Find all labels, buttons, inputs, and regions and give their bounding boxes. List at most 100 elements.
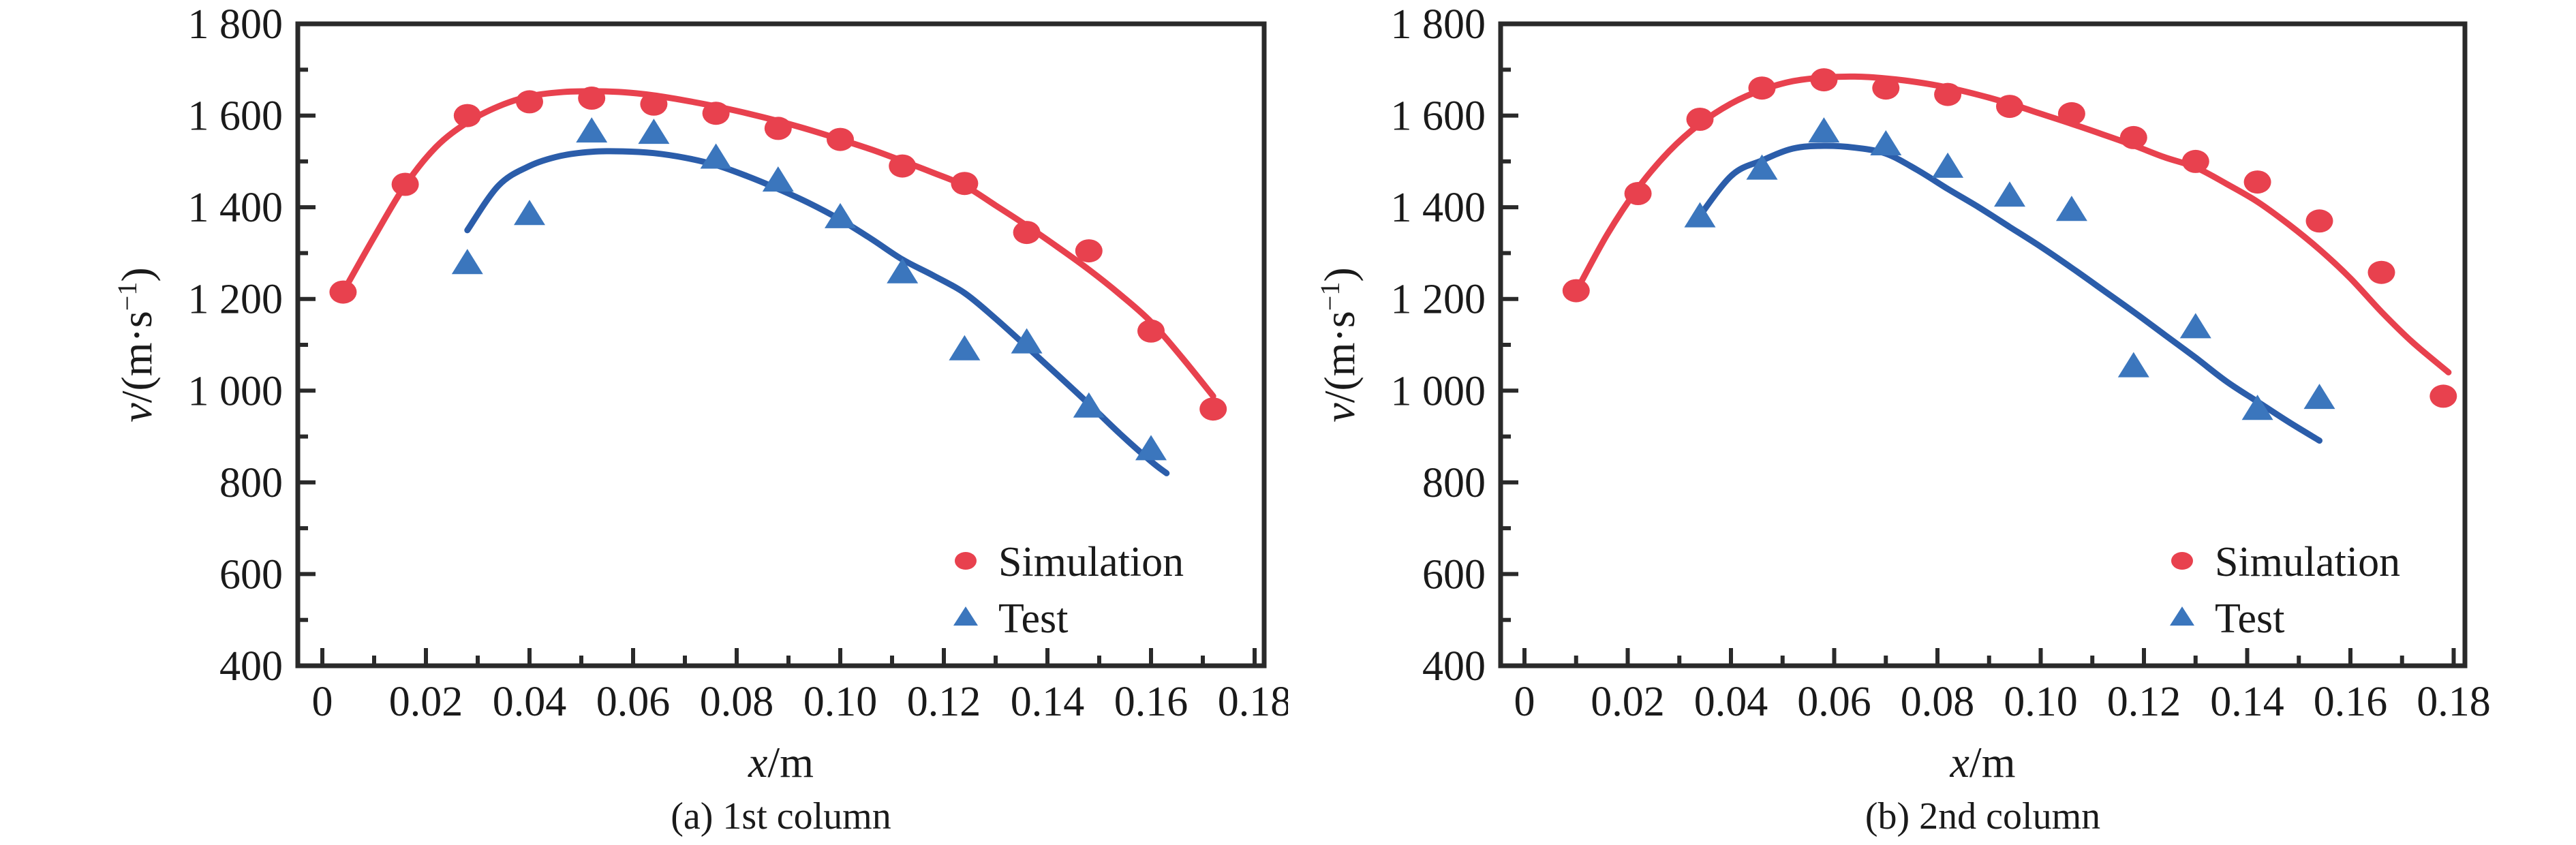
- x-axis-label: x/m: [1950, 738, 2016, 786]
- x-tick-label: 0.06: [1797, 679, 1871, 725]
- test-fit-curve: [1691, 142, 2322, 444]
- y-tick-label: 1 600: [1391, 93, 1486, 140]
- test-point: [700, 143, 732, 169]
- test-point: [1994, 181, 2025, 207]
- simulation-point: [1686, 108, 1714, 131]
- test-point: [887, 258, 919, 283]
- y-tick-label: 800: [1422, 460, 1486, 506]
- test-point: [1135, 435, 1167, 461]
- test-point: [514, 200, 545, 226]
- simulation-point: [1748, 76, 1776, 100]
- simulation-point: [1810, 68, 1838, 92]
- test-point: [1684, 202, 1716, 228]
- legend-simulation-label: Simulation: [2215, 539, 2400, 585]
- test-point: [1746, 154, 1778, 180]
- test-point: [638, 119, 670, 144]
- test-point: [576, 117, 608, 143]
- simulation-point: [1075, 239, 1103, 263]
- x-tick-label: 0.02: [389, 679, 463, 725]
- simulation-point: [2119, 125, 2147, 149]
- y-tick-label: 800: [219, 460, 283, 506]
- test-point: [2117, 352, 2149, 378]
- simulation-point: [2181, 149, 2209, 173]
- y-tick-label: 1 200: [188, 277, 283, 323]
- legend-simulation-marker-icon: [955, 552, 977, 570]
- tick-labels: 0 0.02 0.04 0.06 0.08 0.10 0.12 0.14 0.16 0.18 400…: [188, 1, 1289, 725]
- x-tick-label: 0.12: [907, 679, 981, 725]
- legend-test-label: Test: [2215, 596, 2284, 642]
- axes: [1498, 21, 2468, 669]
- x-tick-label: 0.10: [2004, 679, 2078, 725]
- caption-second-column: (b) 2nd column: [1865, 795, 2101, 838]
- simulation-point: [329, 280, 357, 304]
- x-axis-label: x/m: [748, 738, 814, 786]
- test-point: [2241, 395, 2273, 420]
- simulation-point: [951, 172, 979, 196]
- chart-svg-second-column: 0 0.02 0.04 0.06 0.08 0.10 0.12 0.14 0.16 0.18 400…: [1315, 1, 2491, 786]
- x-tick-label: 0.08: [1901, 679, 1975, 725]
- x-tick-label: 0.16: [1114, 679, 1189, 725]
- y-tick-label: 600: [219, 551, 283, 598]
- test-point: [762, 166, 794, 192]
- legend-test-label: Test: [998, 596, 1068, 642]
- simulation-point: [1137, 319, 1165, 343]
- simulation-point: [453, 104, 481, 127]
- y-tick-label: 1 400: [1391, 185, 1486, 231]
- x-tick-label: 0.12: [2107, 679, 2181, 725]
- test-series: [451, 117, 1167, 461]
- test-point: [1932, 152, 1964, 178]
- simulation-point: [391, 172, 419, 196]
- y-axis-label: v/(m·s−1): [112, 267, 162, 422]
- test-point: [949, 335, 981, 360]
- fit-curves: [1573, 73, 2452, 444]
- legend: Simulation Test: [953, 539, 1184, 642]
- caption-first-column: (a) 1st column: [671, 795, 891, 838]
- simulation-point: [1996, 95, 2023, 119]
- y-tick-label: 400: [1422, 643, 1486, 690]
- y-tick-label: 1 800: [1391, 1, 1486, 48]
- x-tick-label: 0.08: [700, 679, 774, 725]
- test-point: [451, 249, 483, 275]
- test-point: [1011, 328, 1043, 354]
- tick-labels: 0 0.02 0.04 0.06 0.08 0.10 0.12 0.14 0.16 0.18 400…: [1391, 1, 2491, 725]
- chart-panel-second-column: 0 0.02 0.04 0.06 0.08 0.10 0.12 0.14 0.16 0.18 400…: [1288, 0, 2576, 845]
- x-tick-label: 0: [1514, 679, 1535, 725]
- x-tick-label: 0.18: [1218, 679, 1288, 725]
- x-tick-label: 0.10: [803, 679, 878, 725]
- test-point: [2055, 196, 2087, 221]
- test-point: [2179, 313, 2211, 339]
- simulation-point: [1624, 182, 1652, 205]
- y-tick-label: 1 000: [1391, 368, 1486, 414]
- simulation-point: [516, 90, 543, 114]
- y-tick-label: 1 200: [1391, 277, 1486, 323]
- simulation-point: [2429, 384, 2457, 408]
- y-tick-label: 1 800: [188, 1, 283, 48]
- simulation-point: [640, 92, 668, 116]
- test-point: [2303, 384, 2335, 410]
- x-tick-label: 0.14: [1011, 679, 1085, 725]
- legend-simulation-marker-icon: [2171, 552, 2193, 570]
- x-tick-label: 0.18: [2417, 679, 2491, 725]
- y-tick-label: 1 000: [188, 368, 283, 414]
- simulation-point: [1934, 82, 1962, 106]
- legend-simulation-label: Simulation: [998, 539, 1184, 585]
- axis-titles: x/m v/(m·s−1): [112, 267, 814, 786]
- simulation-point: [2367, 260, 2395, 284]
- test-point: [1870, 130, 1902, 155]
- legend-test-marker-icon: [953, 606, 978, 626]
- chart-panel-first-column: 0 0.02 0.04 0.06 0.08 0.10 0.12 0.14 0.16 0.18 400…: [112, 1, 1289, 786]
- chart-svg-first-column: 0 0.02 0.04 0.06 0.08 0.10 0.12 0.14 0.16 0.18 400…: [112, 1, 1289, 786]
- test-fit-curve: [464, 148, 1170, 476]
- axes: [295, 21, 1267, 669]
- simulation-point: [578, 87, 606, 110]
- simulation-point: [2057, 102, 2085, 125]
- x-tick-label: 0.02: [1591, 679, 1665, 725]
- test-point: [1808, 117, 1840, 143]
- test-series: [1684, 117, 2335, 420]
- simulation-point: [1872, 76, 1900, 100]
- y-tick-label: 600: [1422, 551, 1486, 598]
- simulation-series: [1562, 68, 2457, 408]
- simulation-point: [702, 102, 730, 125]
- simulation-point: [2243, 170, 2271, 194]
- y-tick-label: 1 400: [188, 185, 283, 231]
